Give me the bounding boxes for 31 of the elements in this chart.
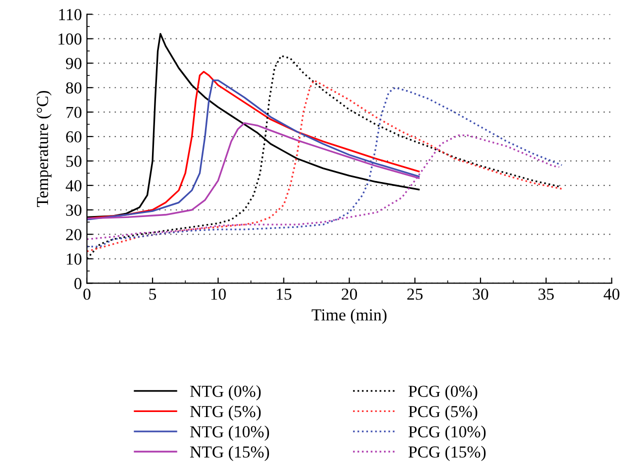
x-tick-label: 35 (538, 288, 554, 300)
x-tick-label: 10 (211, 288, 226, 300)
y-tick-label: 80 (66, 82, 82, 94)
y-tick-label: 90 (66, 58, 82, 70)
x-tick-label: 15 (276, 288, 292, 300)
x-tick-label: 25 (407, 288, 423, 300)
y-axis-title: Temperature (°C) (36, 90, 52, 207)
y-tick-label: 20 (66, 229, 82, 240)
x-tick-label: 30 (472, 288, 488, 300)
legend-label: NTG (15%) (190, 446, 270, 461)
y-tick-label: 100 (58, 33, 82, 45)
y-tick-label: 70 (66, 106, 82, 118)
legend-label: PCG (5%) (408, 405, 478, 421)
legend-label: NTG (5%) (190, 405, 261, 421)
y-tick-label: 110 (59, 8, 82, 20)
legend-label: PCG (0%) (408, 385, 478, 400)
x-tick-label: 0 (83, 288, 90, 300)
y-tick-label: 0 (74, 278, 82, 290)
y-tick-label: 30 (66, 204, 82, 216)
legend-label: PCG (10%) (408, 426, 486, 441)
x-tick-label: 5 (149, 288, 156, 300)
y-tick-label: 40 (66, 180, 82, 192)
legend-label: NTG (10%) (190, 426, 270, 441)
x-tick-label: 40 (604, 288, 620, 300)
y-tick-label: 10 (66, 253, 82, 265)
y-tick-label: 60 (66, 131, 82, 142)
y-tick-label: 50 (66, 156, 82, 167)
legend-label: NTG (0%) (190, 385, 261, 400)
legend-label: PCG (15%) (408, 446, 486, 461)
x-axis-title: Time (min) (312, 308, 386, 324)
x-tick-label: 20 (342, 288, 358, 300)
